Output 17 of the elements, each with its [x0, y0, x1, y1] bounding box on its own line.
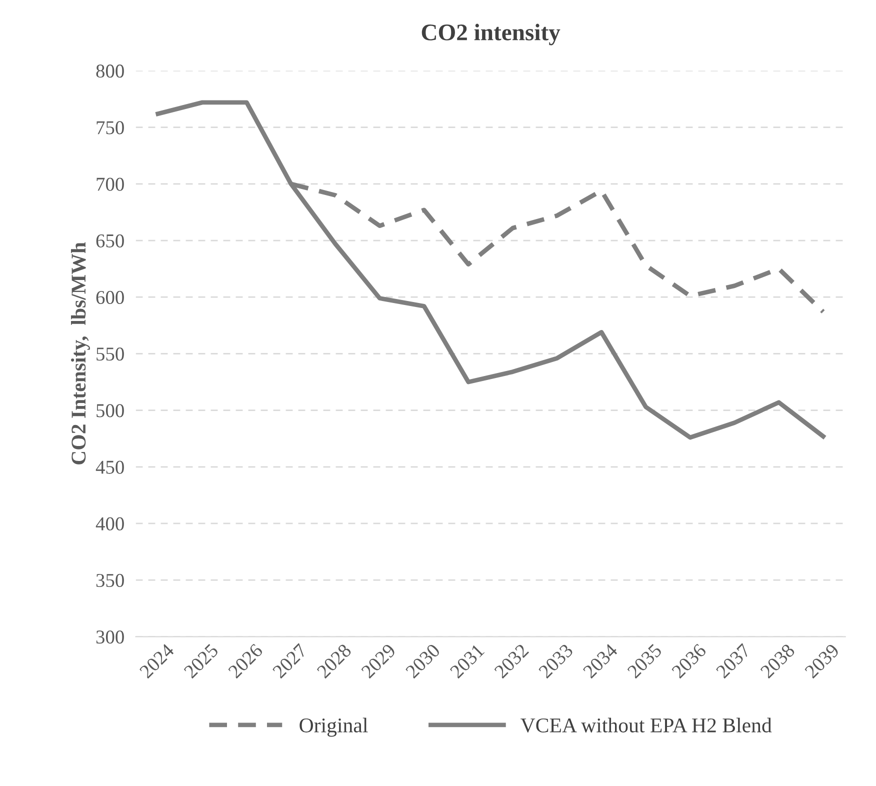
y-tick-label: 350	[96, 574, 124, 588]
y-tick-label: 550	[96, 348, 124, 361]
x-tick-label: 2031	[449, 643, 485, 679]
y-tick-label: 800	[96, 64, 124, 78]
y-tick-label: 450	[96, 460, 124, 474]
y-tick-label: 750	[96, 121, 124, 134]
y-tick-label: 700	[96, 178, 124, 191]
y-tick-label: 300	[96, 630, 124, 644]
y-tick-label: 600	[96, 290, 124, 304]
chart-title: CO2 intensity	[422, 24, 560, 46]
y-tick-label: 650	[96, 234, 124, 248]
y-tick-label: 500	[96, 404, 124, 418]
legend-label: Original	[300, 718, 368, 737]
legend-label: VCEA without EPA H2 Blend	[520, 718, 772, 733]
y-tick-label: 400	[96, 517, 124, 530]
y-axis-title: CO2 Intensity, lbs/MWh	[70, 242, 90, 464]
line-series	[156, 100, 826, 440]
